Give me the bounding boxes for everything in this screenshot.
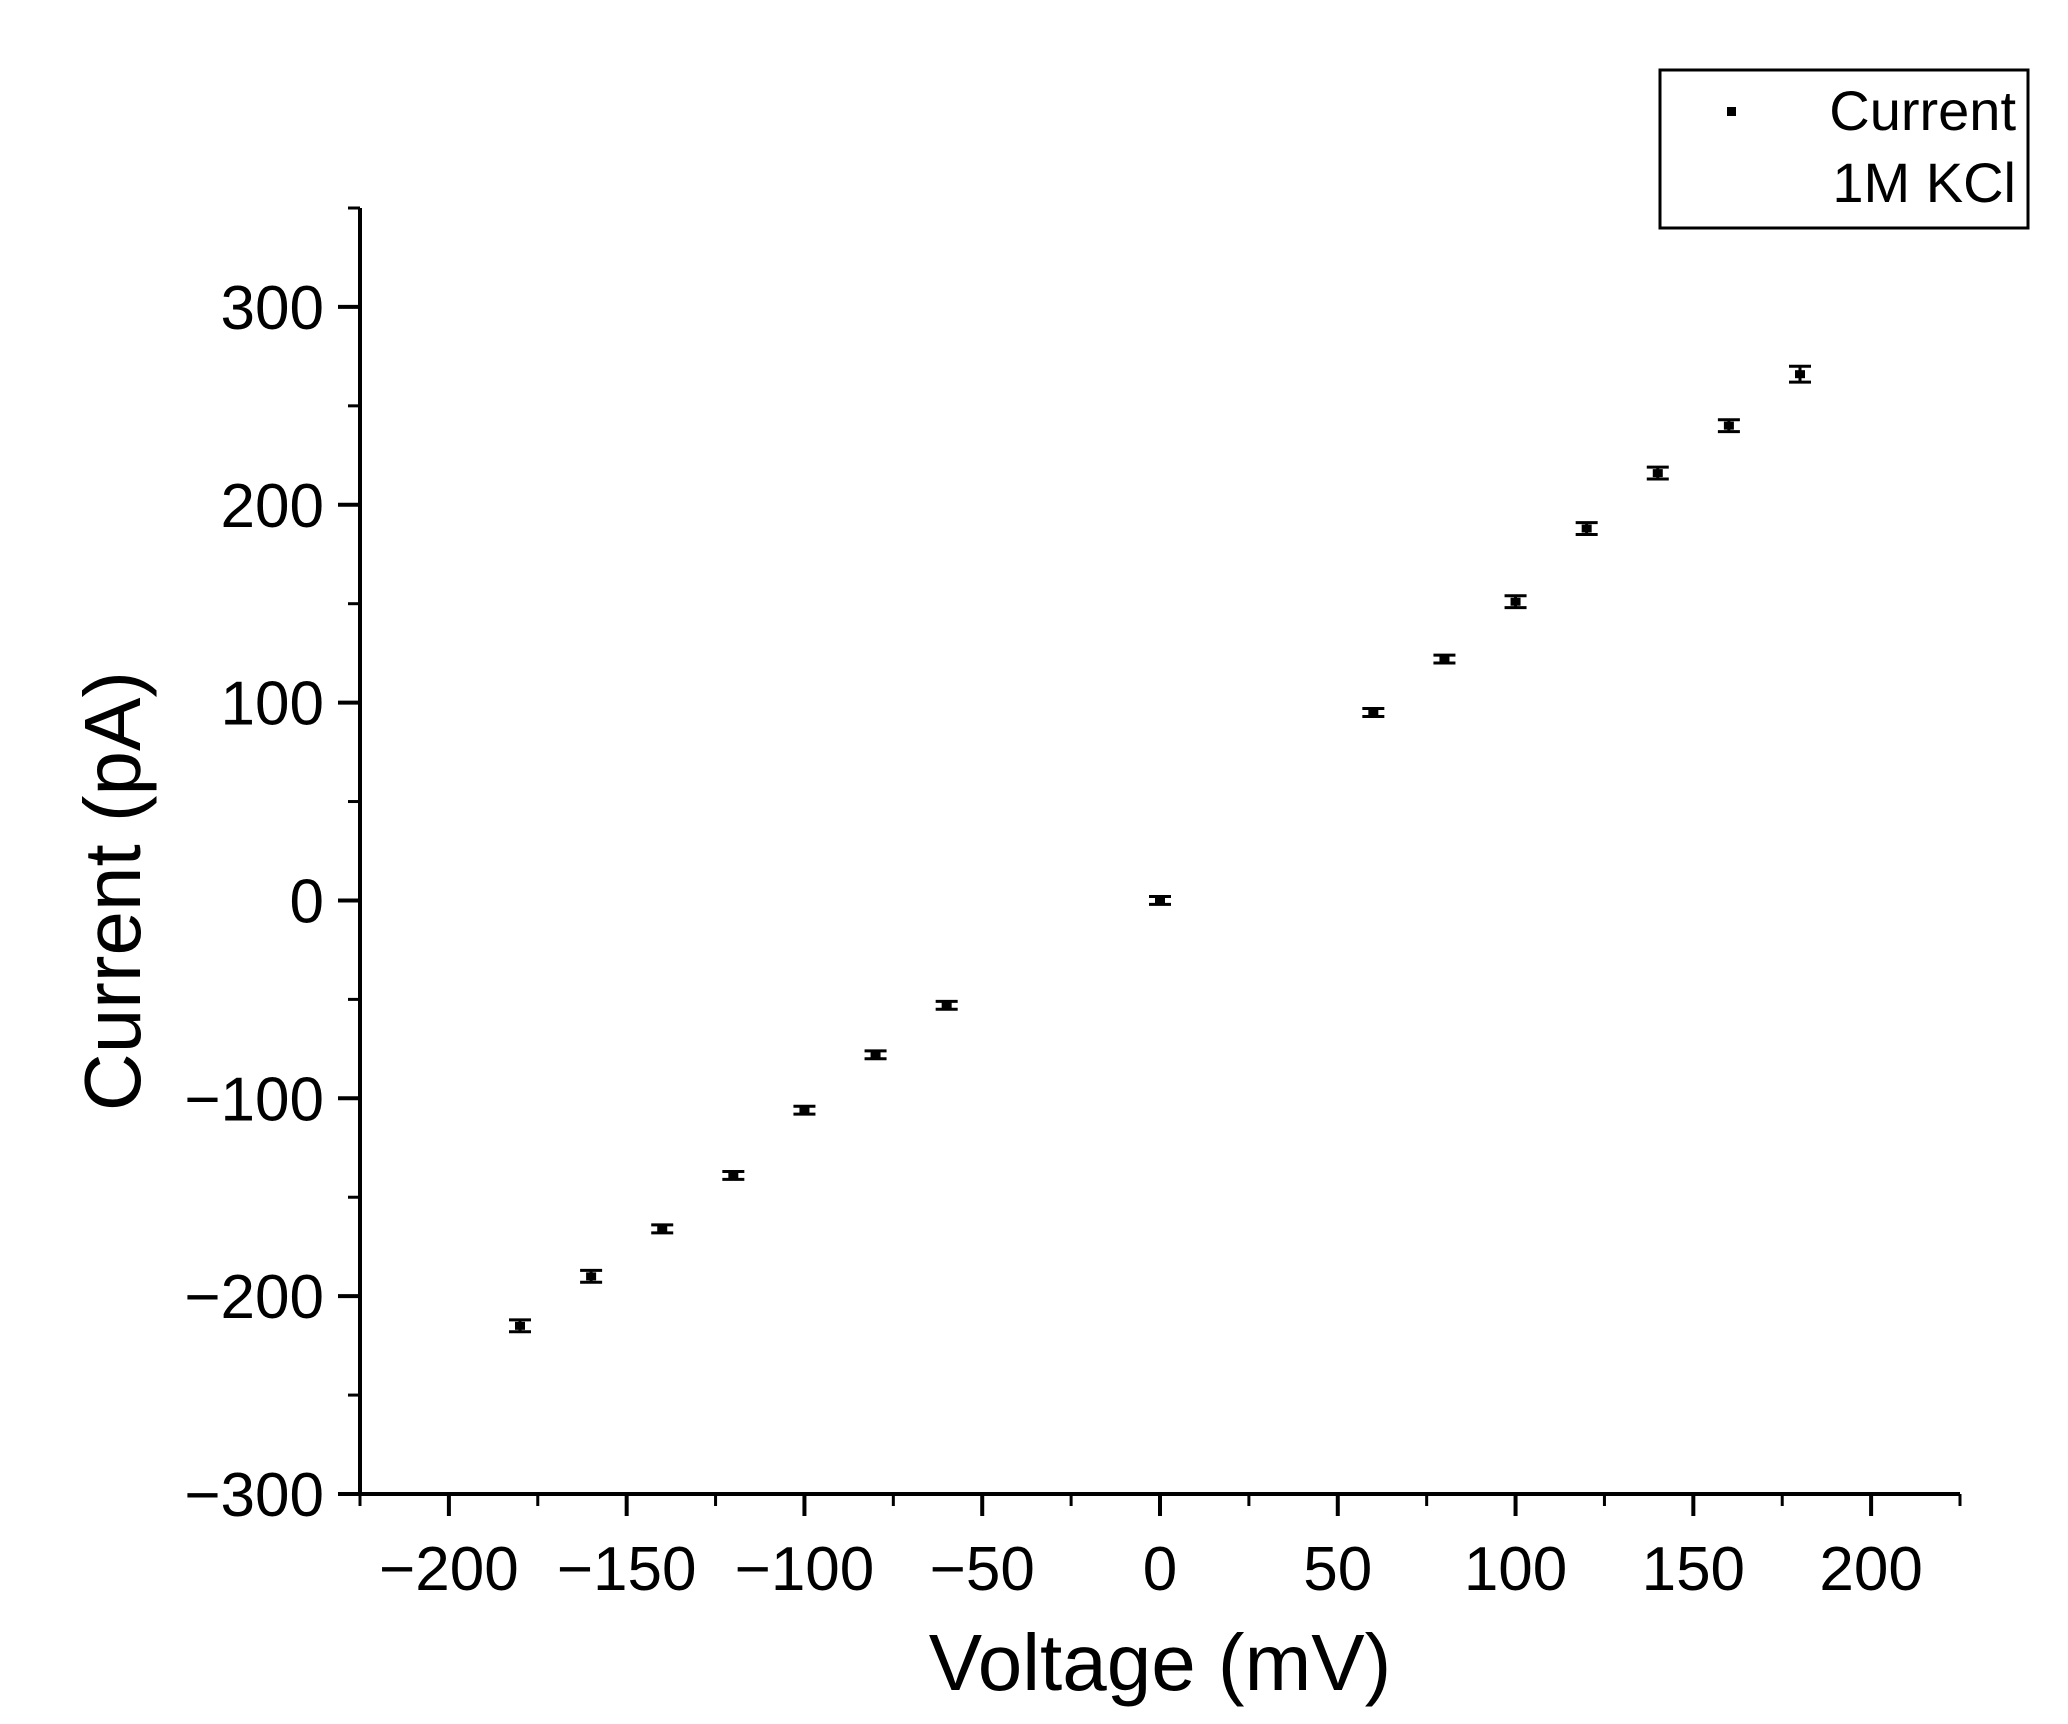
x-tick-label: −100	[735, 1535, 875, 1604]
y-tick-label: −300	[184, 1461, 324, 1530]
data-point	[1717, 418, 1740, 434]
y-tick-label: 200	[221, 472, 324, 541]
data-point	[509, 1318, 531, 1334]
point-marker	[941, 1001, 952, 1010]
x-tick-label: −200	[379, 1535, 519, 1604]
point-marker	[515, 1321, 525, 1330]
data-point	[793, 1104, 816, 1116]
point-marker	[1581, 524, 1592, 533]
x-axis-title: Voltage (mV)	[929, 1618, 1391, 1707]
point-marker	[586, 1272, 597, 1281]
data-point	[580, 1268, 603, 1284]
point-marker	[870, 1050, 881, 1059]
data-point	[1789, 364, 1811, 384]
point-marker	[1155, 896, 1165, 905]
x-tick-label: 0	[1143, 1535, 1177, 1604]
legend: Current 1M KCl	[1658, 68, 2030, 230]
point-marker	[1510, 597, 1521, 606]
y-axis: −300 −200 −100 0 100 200 300	[184, 206, 362, 1530]
data-point	[1575, 521, 1598, 536]
legend-marker-icon	[1727, 107, 1736, 116]
y-tick-label: 0	[290, 867, 324, 936]
y-tick-label: 100	[221, 670, 324, 739]
point-marker	[728, 1171, 739, 1180]
data-point	[1646, 465, 1669, 481]
data-point	[722, 1170, 745, 1181]
point-marker	[1439, 655, 1450, 664]
point-marker	[1795, 370, 1805, 379]
point-marker	[1368, 708, 1379, 717]
plot-area	[509, 364, 1811, 1334]
x-tick-label: −50	[930, 1535, 1035, 1604]
data-point	[935, 999, 958, 1011]
x-tick-label: 200	[1819, 1535, 1922, 1604]
data-point	[651, 1223, 674, 1235]
point-marker	[1723, 421, 1734, 430]
y-tick-label: −100	[184, 1065, 324, 1134]
legend-entry-current: Current	[1829, 79, 2016, 142]
legend-box	[1658, 68, 2030, 230]
x-tick-label: −150	[557, 1535, 697, 1604]
x-tick-label: 150	[1642, 1535, 1745, 1604]
y-tick-label: −200	[184, 1263, 324, 1332]
data-point	[1433, 653, 1456, 665]
data-point	[1149, 895, 1171, 906]
point-marker	[1652, 469, 1663, 478]
y-axis-title: Current (pA)	[68, 671, 157, 1111]
legend-entry-kcl: 1M KCl	[1832, 151, 2016, 214]
x-axis: −200 −150 −100 −50 0 50 100 150 200	[358, 1492, 1962, 1604]
x-tick-label: 50	[1303, 1535, 1372, 1604]
data-point	[1504, 594, 1527, 610]
point-marker	[657, 1224, 668, 1233]
point-marker	[799, 1106, 810, 1115]
y-tick-label: 300	[221, 274, 324, 343]
x-tick-label: 100	[1464, 1535, 1567, 1604]
data-point	[864, 1049, 887, 1061]
data-point	[1362, 707, 1385, 718]
